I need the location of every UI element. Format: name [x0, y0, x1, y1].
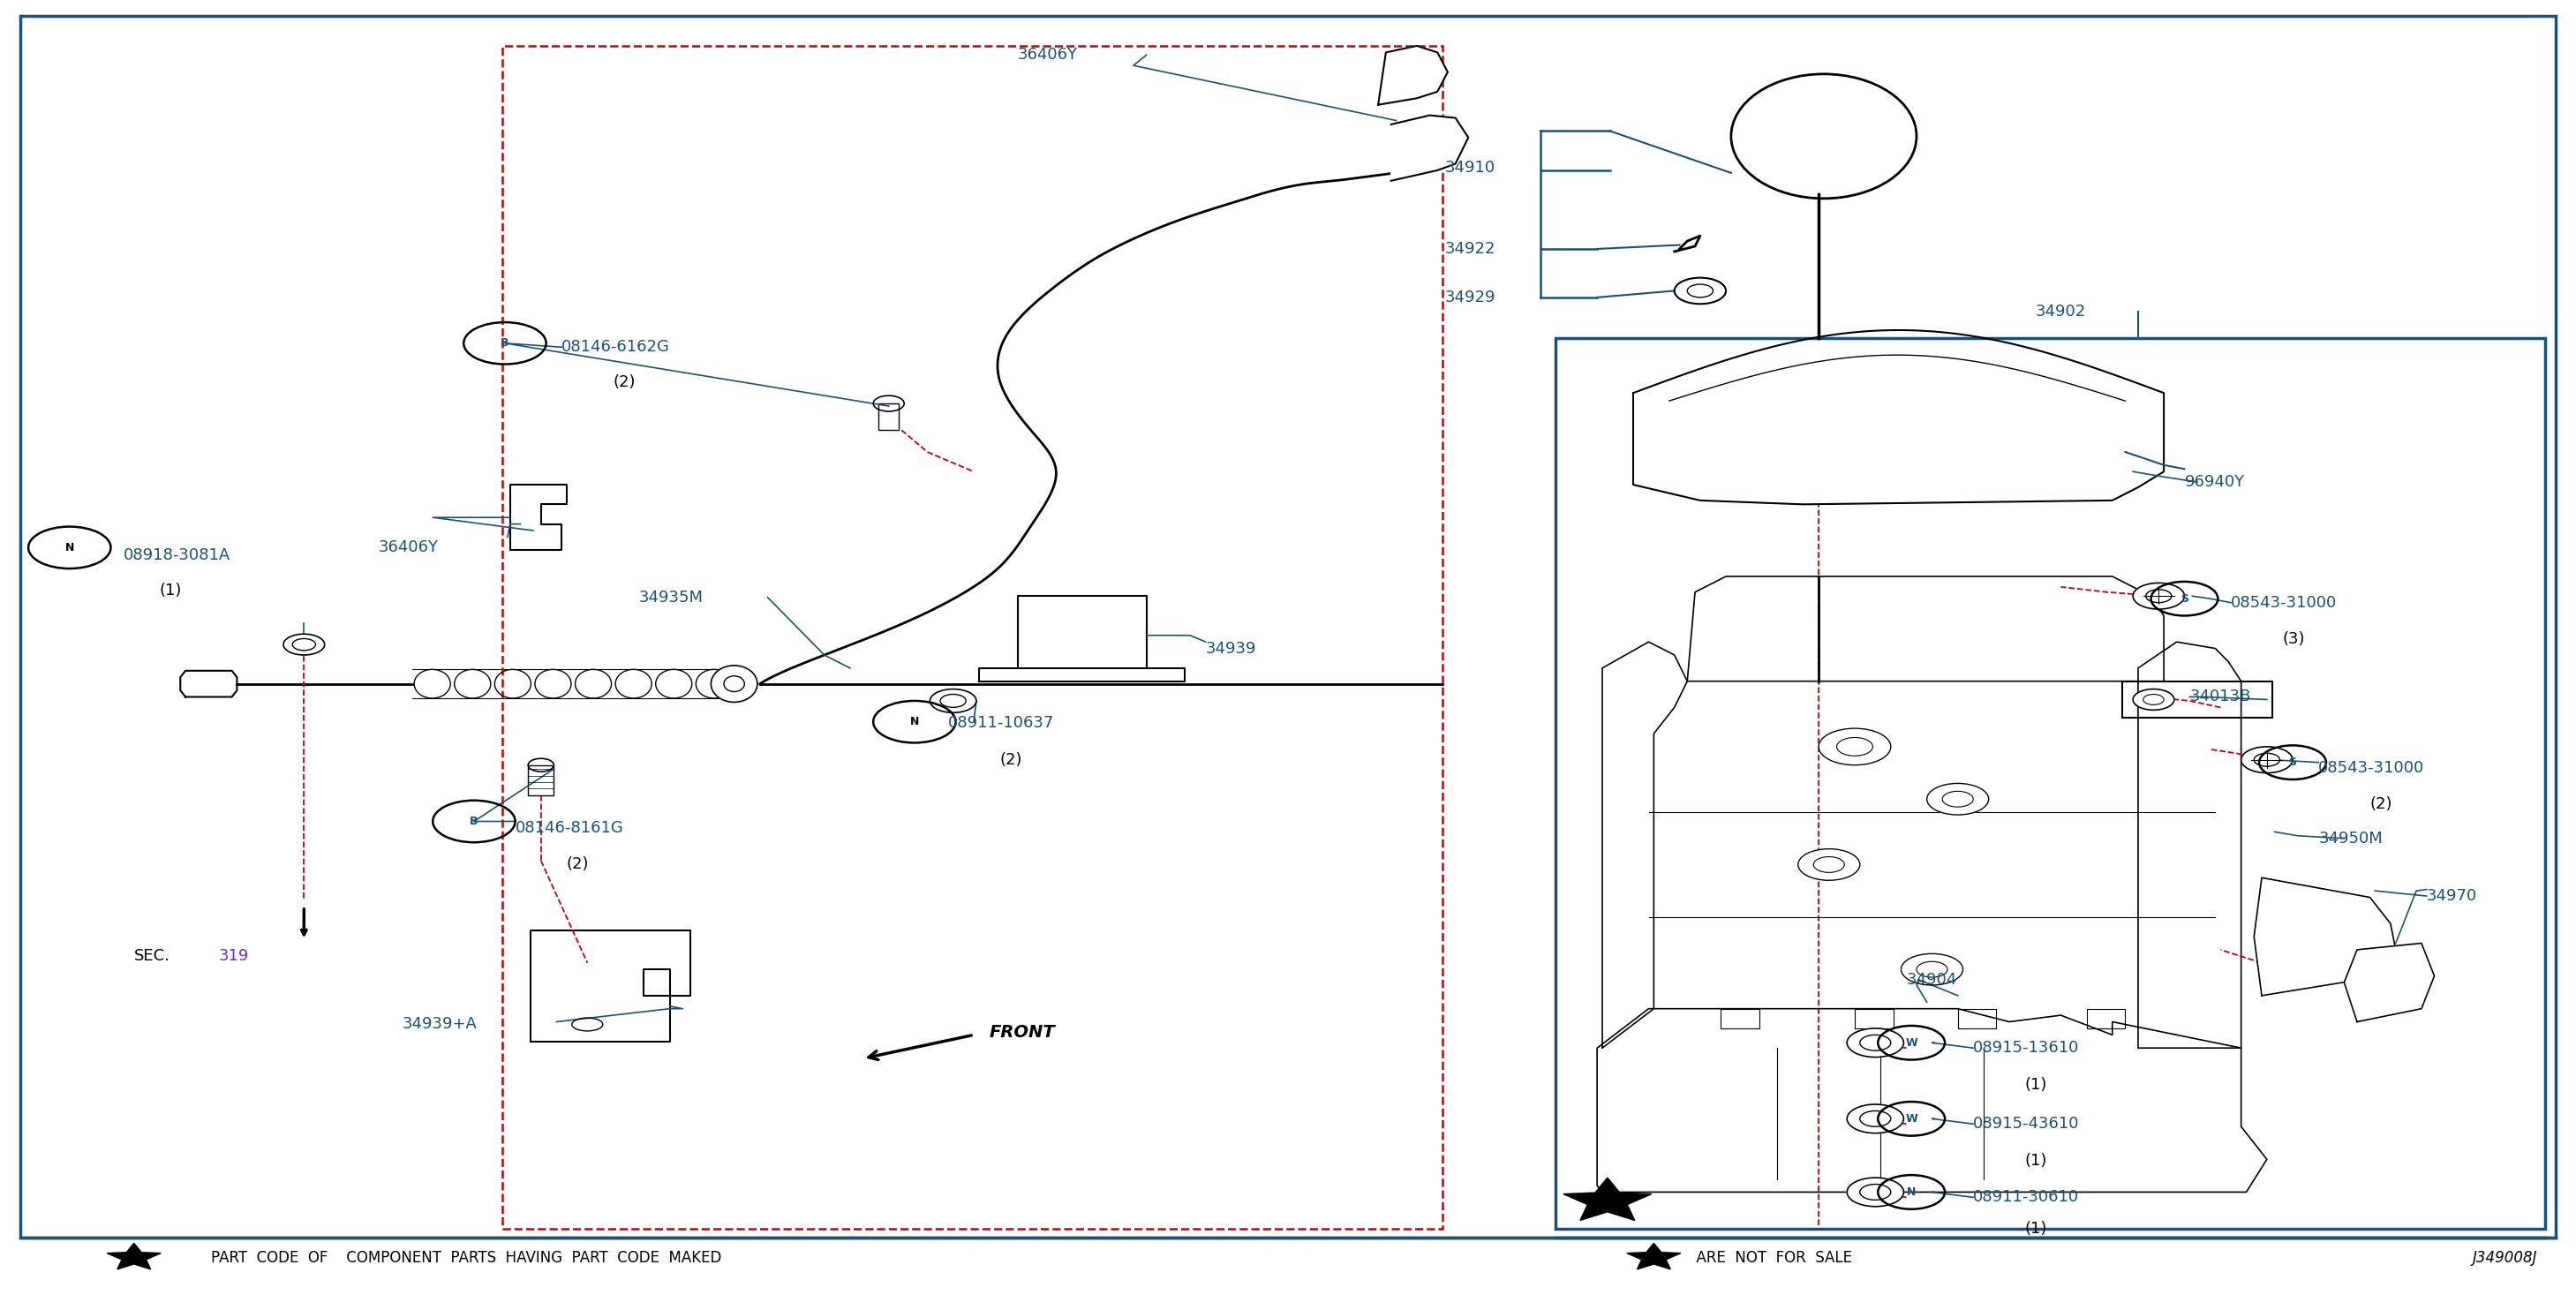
Ellipse shape: [2254, 753, 2280, 766]
Ellipse shape: [2133, 689, 2174, 710]
Text: 08911-10637: 08911-10637: [948, 715, 1054, 731]
Text: (2): (2): [567, 857, 590, 872]
Text: S: S: [2179, 593, 2190, 604]
Text: N: N: [909, 717, 920, 727]
Text: 36406Y: 36406Y: [379, 540, 438, 555]
Ellipse shape: [1674, 278, 1726, 304]
Text: 34929: 34929: [1445, 290, 1497, 305]
Text: (1): (1): [2025, 1077, 2048, 1093]
Ellipse shape: [1917, 962, 1947, 977]
Ellipse shape: [1687, 284, 1713, 297]
Bar: [878, 403, 899, 430]
Polygon shape: [2254, 878, 2396, 996]
Polygon shape: [108, 1243, 160, 1269]
Ellipse shape: [1847, 1178, 1904, 1207]
Text: 96940Y: 96940Y: [2184, 474, 2244, 490]
Ellipse shape: [283, 634, 325, 655]
Ellipse shape: [2146, 590, 2172, 603]
Text: 36406Y: 36406Y: [1018, 47, 1077, 63]
Polygon shape: [180, 671, 237, 697]
Text: PART  CODE  OF    COMPONENT  PARTS  HAVING  PART  CODE  MAKED: PART CODE OF COMPONENT PARTS HAVING PART…: [211, 1250, 721, 1265]
Ellipse shape: [572, 1018, 603, 1031]
Text: 34910: 34910: [1445, 160, 1497, 176]
Polygon shape: [2344, 943, 2434, 1022]
Text: (3): (3): [2282, 631, 2306, 647]
Text: J349008J: J349008J: [2473, 1250, 2537, 1265]
Text: (2): (2): [2370, 796, 2393, 812]
Polygon shape: [531, 930, 690, 1041]
Text: 34902: 34902: [2035, 304, 2087, 320]
Polygon shape: [1378, 46, 1448, 105]
Text: SEC.: SEC.: [134, 948, 170, 964]
Polygon shape: [1628, 1243, 1680, 1269]
Text: 34013B: 34013B: [2190, 689, 2251, 705]
Ellipse shape: [724, 676, 744, 692]
Text: 34935M: 34935M: [639, 590, 703, 605]
Text: (1): (1): [160, 583, 183, 599]
Ellipse shape: [1814, 857, 1844, 872]
Ellipse shape: [1819, 728, 1891, 765]
Text: 319: 319: [219, 948, 250, 964]
Text: 08915-13610: 08915-13610: [1973, 1040, 2079, 1056]
Polygon shape: [1687, 576, 2164, 681]
Text: 08911-30610: 08911-30610: [1973, 1189, 2079, 1205]
Ellipse shape: [711, 665, 757, 702]
Text: (2): (2): [999, 752, 1023, 768]
Text: B: B: [500, 338, 510, 348]
Polygon shape: [1391, 115, 1468, 181]
Text: 08543-31000: 08543-31000: [2318, 760, 2424, 776]
Polygon shape: [1633, 330, 2164, 504]
Polygon shape: [979, 668, 1185, 681]
Ellipse shape: [940, 694, 966, 707]
Text: S: S: [2287, 757, 2298, 768]
Text: (1): (1): [2025, 1153, 2048, 1169]
Text: N: N: [1906, 1187, 1917, 1197]
Text: (1): (1): [2025, 1221, 2048, 1237]
Text: 34939: 34939: [1206, 641, 1257, 656]
Text: 34950M: 34950M: [2318, 831, 2383, 846]
Ellipse shape: [2133, 583, 2184, 609]
Text: FRONT: FRONT: [989, 1024, 1056, 1040]
Ellipse shape: [1860, 1035, 1891, 1051]
Ellipse shape: [930, 689, 976, 713]
Text: 08146-6162G: 08146-6162G: [562, 339, 670, 355]
Text: 08915-43610: 08915-43610: [1973, 1116, 2079, 1132]
Polygon shape: [1018, 596, 1146, 675]
Text: 34922: 34922: [1445, 241, 1497, 257]
Ellipse shape: [1837, 738, 1873, 756]
Ellipse shape: [1847, 1028, 1904, 1057]
Text: (2): (2): [613, 375, 636, 390]
Ellipse shape: [1901, 954, 1963, 985]
Text: 34970: 34970: [2427, 888, 2478, 904]
Polygon shape: [2138, 642, 2241, 1048]
Ellipse shape: [1942, 791, 1973, 807]
Ellipse shape: [1860, 1184, 1891, 1200]
Ellipse shape: [1860, 1111, 1891, 1127]
Text: B: B: [469, 816, 479, 827]
Text: 34904: 34904: [1906, 972, 1958, 988]
Ellipse shape: [1731, 75, 1917, 199]
Text: W: W: [1906, 1114, 1917, 1124]
Ellipse shape: [294, 639, 314, 651]
Polygon shape: [1602, 642, 1687, 1048]
Bar: [528, 765, 554, 795]
Polygon shape: [1597, 1009, 2267, 1192]
Text: 08146-8161G: 08146-8161G: [515, 820, 623, 836]
Polygon shape: [510, 485, 567, 550]
Text: 08918-3081A: 08918-3081A: [124, 548, 232, 563]
Text: W: W: [1906, 1038, 1917, 1048]
Bar: [878, 403, 899, 430]
Text: 08543-31000: 08543-31000: [2231, 595, 2336, 610]
Ellipse shape: [1798, 849, 1860, 880]
Bar: [528, 765, 554, 795]
Text: N: N: [64, 542, 75, 553]
Polygon shape: [1564, 1178, 1651, 1221]
Text: ARE  NOT  FOR  SALE: ARE NOT FOR SALE: [1687, 1250, 1852, 1265]
Ellipse shape: [528, 758, 554, 772]
Ellipse shape: [873, 396, 904, 411]
Ellipse shape: [2241, 747, 2293, 773]
Ellipse shape: [1847, 1104, 1904, 1133]
Ellipse shape: [1927, 783, 1989, 815]
Text: 34939+A: 34939+A: [402, 1017, 477, 1032]
